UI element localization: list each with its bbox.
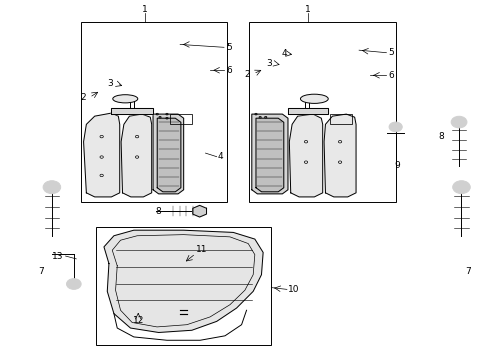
Text: 3: 3 (265, 59, 271, 68)
Polygon shape (104, 230, 263, 333)
Polygon shape (121, 114, 151, 197)
Circle shape (43, 181, 61, 194)
Text: 1: 1 (142, 5, 147, 14)
Text: 7: 7 (464, 267, 470, 276)
Polygon shape (324, 114, 355, 197)
Circle shape (66, 279, 81, 289)
Polygon shape (251, 114, 287, 194)
Text: 6: 6 (387, 71, 393, 80)
Circle shape (450, 116, 466, 128)
Text: 8: 8 (155, 207, 160, 216)
Text: 1: 1 (305, 5, 310, 14)
Bar (96, 226, 271, 345)
Polygon shape (289, 114, 322, 197)
Ellipse shape (300, 94, 327, 103)
Polygon shape (192, 206, 206, 217)
Text: 13: 13 (52, 252, 63, 261)
Polygon shape (111, 108, 153, 114)
Polygon shape (157, 118, 181, 192)
Text: 11: 11 (195, 246, 207, 255)
Text: 4: 4 (281, 49, 287, 58)
Text: 10: 10 (288, 285, 299, 294)
Polygon shape (83, 113, 120, 197)
Text: 12: 12 (132, 316, 143, 325)
Bar (249, 22, 395, 202)
Polygon shape (287, 108, 327, 114)
Text: 7: 7 (38, 267, 43, 276)
Circle shape (388, 122, 402, 132)
Text: 5: 5 (387, 48, 393, 57)
Text: 9: 9 (394, 161, 400, 170)
Bar (169, 114, 192, 124)
Polygon shape (153, 114, 183, 194)
Text: 5: 5 (225, 43, 231, 52)
Text: 6: 6 (225, 66, 231, 75)
Text: 8: 8 (438, 132, 444, 141)
Text: 2: 2 (244, 70, 249, 79)
Text: 3: 3 (107, 79, 113, 88)
Ellipse shape (113, 95, 138, 103)
Polygon shape (255, 118, 283, 192)
Bar (329, 114, 351, 124)
Text: 4: 4 (217, 152, 223, 161)
Text: 2: 2 (81, 93, 86, 102)
Circle shape (452, 181, 469, 194)
Bar (81, 22, 227, 202)
